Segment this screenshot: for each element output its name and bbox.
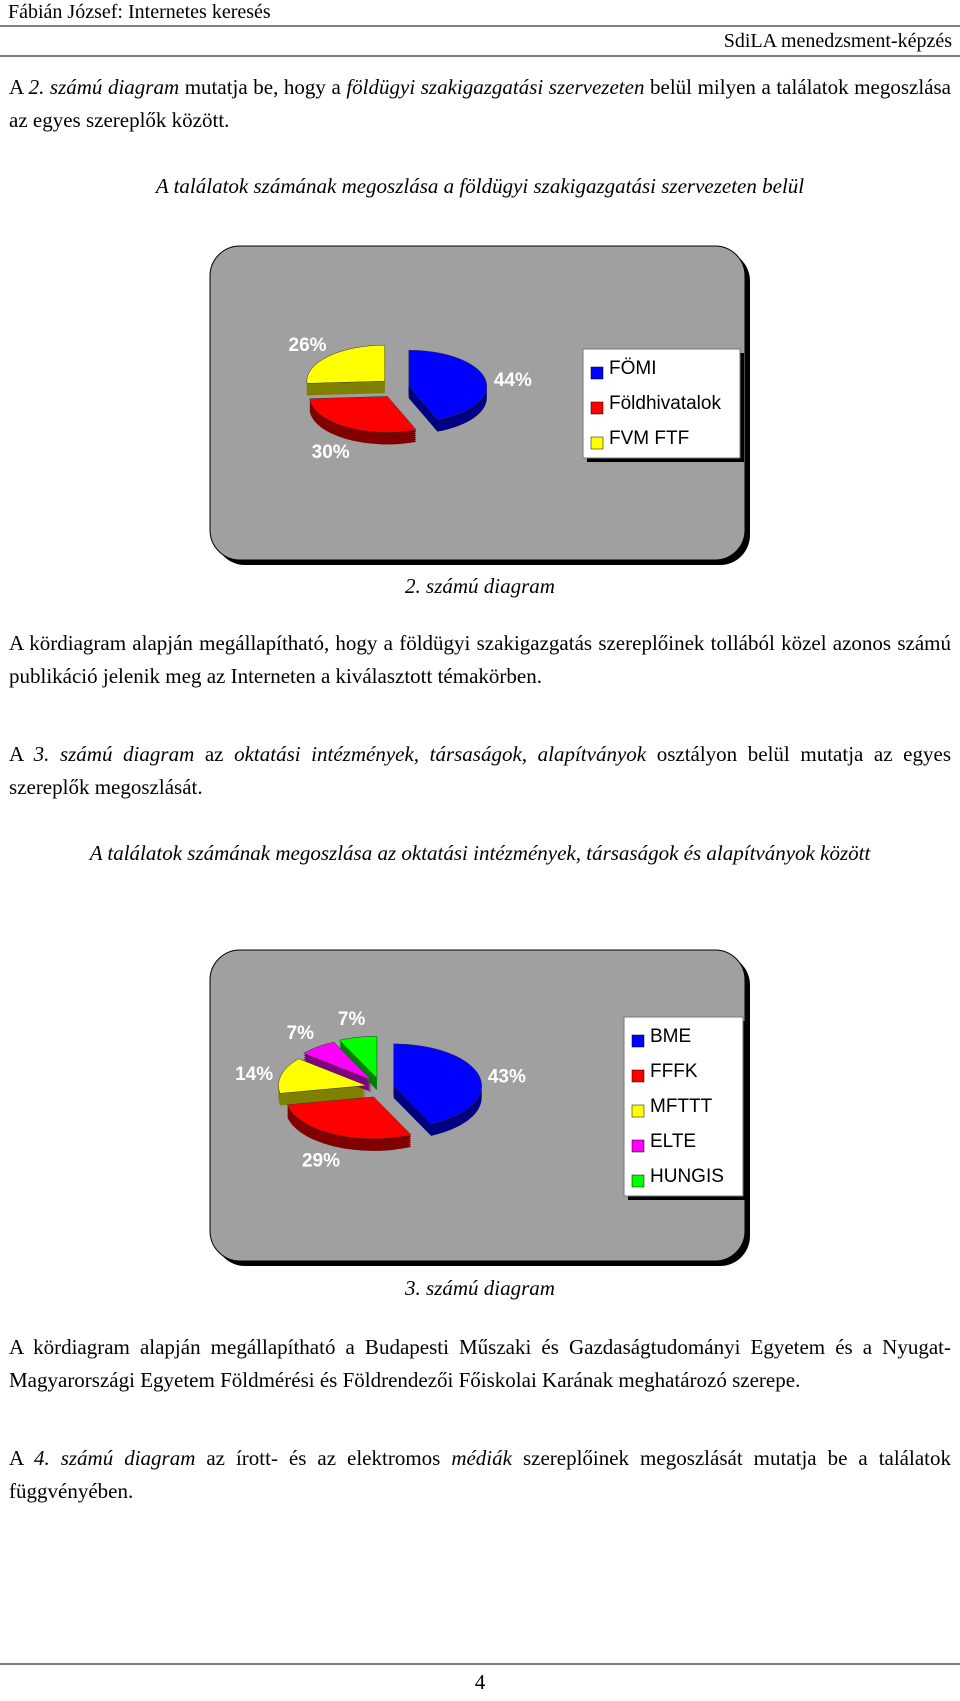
slice-label: 30% — [312, 442, 350, 463]
text-run: A kördiagram alapján megállapítható, hog… — [9, 631, 951, 688]
legend-swatch — [631, 1034, 645, 1048]
text-run: oktatási intézmények, társaságok, alapít… — [234, 742, 647, 766]
figure-caption: 2. számú diagram — [405, 574, 555, 598]
legend-label: FÖMI — [609, 358, 657, 379]
header-subtitle: SdiLA menedzsment-képzés — [723, 30, 952, 52]
slice-label: 44% — [494, 370, 532, 391]
page-number: 4 — [474, 1670, 486, 1694]
legend — [582, 348, 741, 459]
legend-swatch — [631, 1104, 645, 1118]
pie-slice — [306, 344, 386, 384]
legend-label: BME — [650, 1026, 691, 1047]
header-title: Fábián József: Internetes keresés — [8, 1, 271, 23]
text-run: osztályon belül mutatja az egyes szerepl… — [9, 742, 951, 799]
pie-slice — [278, 1058, 367, 1094]
figure-title: A találatok számának megoszlása a földüg… — [155, 174, 805, 198]
text-run: A — [9, 1446, 34, 1470]
slice-label: 43% — [488, 1066, 526, 1087]
text-run: az — [194, 742, 235, 766]
text-run: szereplőinek megoszlását mutatja be a ta… — [9, 1446, 951, 1503]
slice-label: 14% — [235, 1064, 273, 1085]
legend-label: FFFK — [650, 1061, 698, 1082]
text-run: 2. számú diagram — [28, 75, 180, 99]
text-run: A kördiagram alapján megállapítható a Bu… — [9, 1335, 951, 1392]
slice-label: 7% — [287, 1023, 315, 1044]
legend-label: MFTTT — [650, 1096, 713, 1117]
slice-label: 29% — [302, 1151, 340, 1172]
legend-label: FVM FTF — [609, 428, 689, 449]
paragraph: A 2. számú diagram mutatja be, hogy a fö… — [9, 71, 951, 136]
pie-slice — [286, 1096, 412, 1140]
slice-label: 7% — [338, 1009, 366, 1030]
legend-swatch — [631, 1069, 645, 1083]
pie-slice — [393, 1043, 482, 1125]
legend-swatch — [590, 401, 604, 415]
paragraph: A kördiagram alapján megállapítható, hog… — [9, 627, 951, 692]
legend-swatch — [590, 436, 604, 450]
slice-label: 26% — [289, 335, 327, 356]
legend-swatch — [631, 1139, 645, 1153]
figure-caption: 3. számú diagram — [405, 1276, 555, 1300]
legend-label: HUNGIS — [650, 1166, 724, 1187]
pie-slice — [309, 396, 417, 433]
pie-slice — [338, 1035, 378, 1079]
text-run: mutatja be, hogy a — [179, 75, 347, 99]
pie-slice — [303, 1041, 372, 1081]
paragraph: A 3. számú diagram az oktatási intézmény… — [9, 738, 951, 803]
text-run: A — [9, 742, 34, 766]
text-run: A — [9, 75, 29, 99]
legend-swatch — [631, 1174, 645, 1188]
text-run: belül milyen a találatok megoszlása az e… — [9, 75, 952, 132]
text-run: 3. számú diagram — [33, 742, 195, 766]
figure-title: A találatok számának megoszlása az oktat… — [89, 841, 871, 865]
pie-slice — [408, 349, 488, 420]
paragraph: A kördiagram alapján megállapítható a Bu… — [9, 1331, 951, 1396]
text-run: az írott- és az elektromos — [195, 1446, 452, 1470]
text-run: földügyi szakigazgatási szervezeten — [346, 75, 645, 99]
paragraph: A 4. számú diagram az írott- és az elekt… — [9, 1442, 951, 1507]
legend-label: ELTE — [650, 1131, 696, 1152]
legend-swatch — [590, 366, 604, 380]
legend-label: Földhivatalok — [609, 393, 721, 414]
text-run: médiák — [451, 1446, 512, 1470]
text-run: 4. számú diagram — [33, 1446, 196, 1470]
